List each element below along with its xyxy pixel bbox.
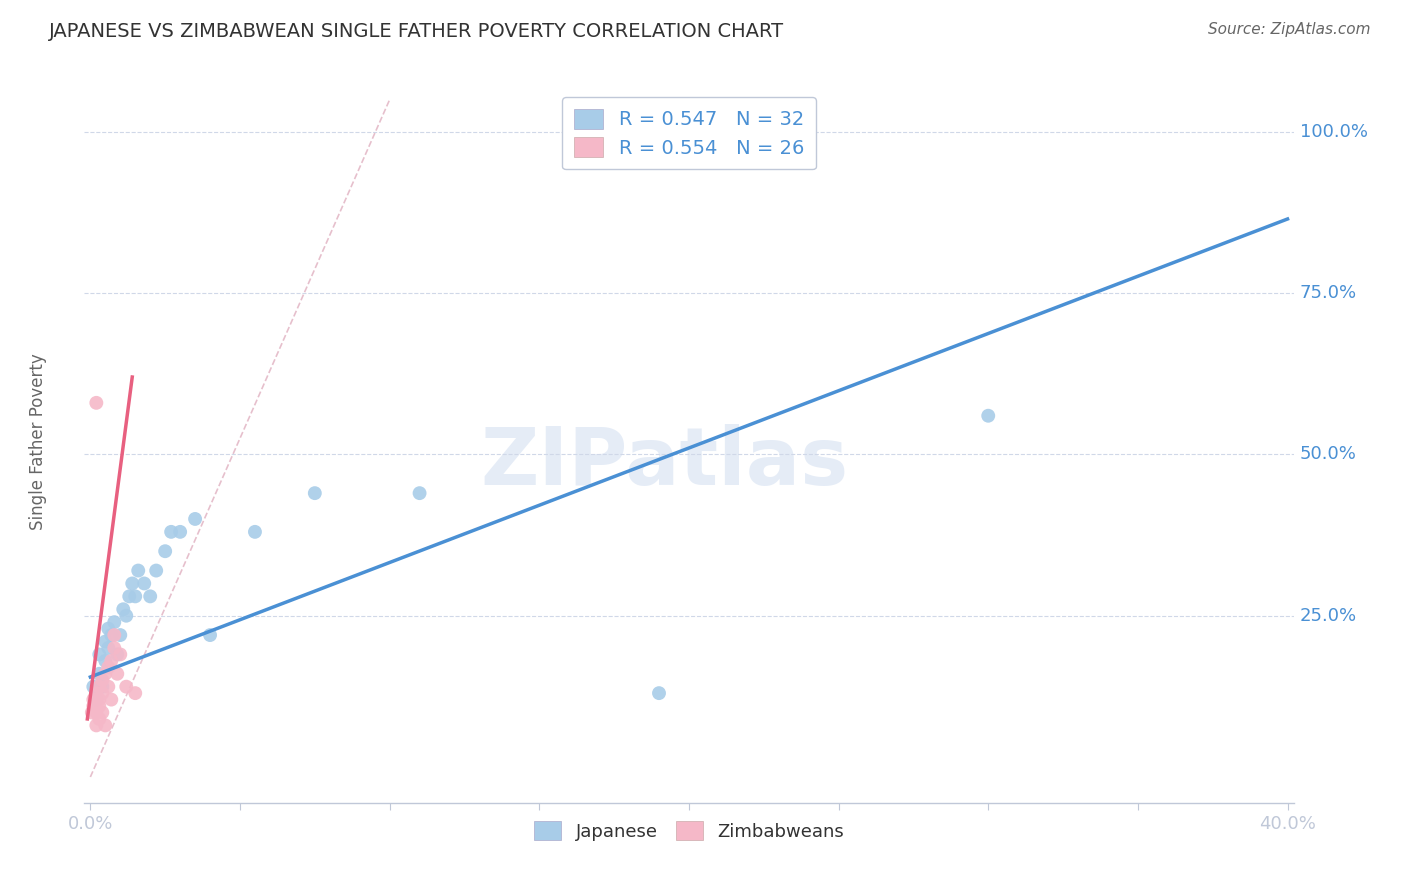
Point: [118, 590, 141, 604]
Point: [648, 686, 671, 700]
Point: [127, 564, 149, 578]
Point: [94, 666, 117, 681]
Point: [82, 680, 104, 694]
Point: [160, 524, 183, 539]
Point: [89, 692, 111, 706]
Point: [89, 712, 111, 726]
Point: [100, 692, 122, 706]
Point: [112, 602, 135, 616]
Text: 75.0%: 75.0%: [1299, 285, 1357, 302]
Point: [80, 706, 103, 720]
Point: [184, 512, 207, 526]
Point: [977, 409, 1000, 423]
Point: [82, 692, 104, 706]
Text: ZIPatlas: ZIPatlas: [481, 425, 849, 502]
Text: Single Father Poverty: Single Father Poverty: [30, 353, 48, 530]
Point: [105, 666, 128, 681]
Point: [91, 686, 114, 700]
Point: [82, 699, 104, 714]
Point: [89, 648, 111, 662]
Point: [134, 576, 156, 591]
Point: [86, 706, 108, 720]
Point: [94, 654, 117, 668]
Point: [100, 654, 122, 668]
Legend: Japanese, Zimbabweans: Japanese, Zimbabweans: [523, 811, 855, 852]
Point: [105, 648, 128, 662]
Point: [408, 486, 430, 500]
Point: [304, 486, 326, 500]
Point: [89, 666, 111, 681]
Point: [198, 628, 221, 642]
Point: [100, 628, 122, 642]
Point: [86, 396, 108, 410]
Point: [243, 524, 266, 539]
Point: [86, 686, 108, 700]
Point: [89, 680, 111, 694]
Text: 100.0%: 100.0%: [1299, 123, 1368, 141]
Point: [124, 590, 146, 604]
Text: Source: ZipAtlas.com: Source: ZipAtlas.com: [1208, 22, 1371, 37]
Point: [103, 615, 125, 630]
Point: [86, 692, 108, 706]
Text: 50.0%: 50.0%: [1299, 445, 1357, 464]
Point: [97, 660, 120, 674]
Point: [103, 628, 125, 642]
Point: [91, 673, 114, 688]
Point: [121, 576, 143, 591]
Point: [86, 718, 108, 732]
Point: [110, 648, 132, 662]
Point: [97, 622, 120, 636]
Point: [97, 640, 120, 655]
Point: [153, 544, 176, 558]
Point: [110, 628, 132, 642]
Point: [115, 680, 138, 694]
Point: [103, 640, 125, 655]
Point: [94, 718, 117, 732]
Point: [115, 608, 138, 623]
Point: [145, 564, 167, 578]
Point: [124, 686, 146, 700]
Point: [169, 524, 191, 539]
Point: [91, 706, 114, 720]
Point: [94, 634, 117, 648]
Point: [89, 699, 111, 714]
Point: [139, 590, 162, 604]
Text: JAPANESE VS ZIMBABWEAN SINGLE FATHER POVERTY CORRELATION CHART: JAPANESE VS ZIMBABWEAN SINGLE FATHER POV…: [49, 22, 785, 41]
Text: 25.0%: 25.0%: [1299, 607, 1357, 624]
Point: [91, 680, 114, 694]
Point: [97, 680, 120, 694]
